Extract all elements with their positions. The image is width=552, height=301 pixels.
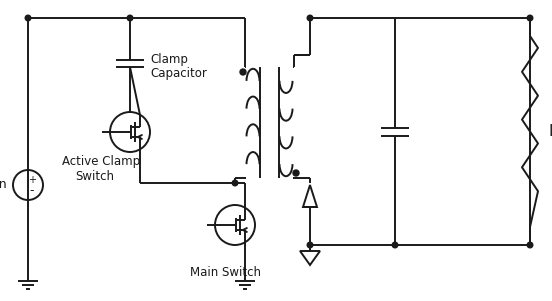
Text: Load: Load bbox=[548, 124, 552, 139]
Circle shape bbox=[240, 69, 246, 75]
Text: Clamp: Clamp bbox=[150, 54, 188, 67]
Text: Main Switch: Main Switch bbox=[189, 266, 261, 280]
Circle shape bbox=[232, 180, 238, 186]
Circle shape bbox=[25, 15, 31, 21]
Text: +: + bbox=[28, 175, 36, 185]
Text: Active Clamp: Active Clamp bbox=[62, 156, 140, 169]
Circle shape bbox=[392, 242, 398, 248]
Circle shape bbox=[527, 15, 533, 21]
Text: Vin: Vin bbox=[0, 178, 8, 191]
Text: Capacitor: Capacitor bbox=[150, 67, 207, 80]
Circle shape bbox=[527, 242, 533, 248]
Text: Switch: Switch bbox=[75, 169, 114, 182]
Circle shape bbox=[307, 15, 313, 21]
Circle shape bbox=[307, 242, 313, 248]
Circle shape bbox=[293, 170, 299, 176]
Text: -: - bbox=[30, 185, 34, 197]
Circle shape bbox=[127, 15, 133, 21]
